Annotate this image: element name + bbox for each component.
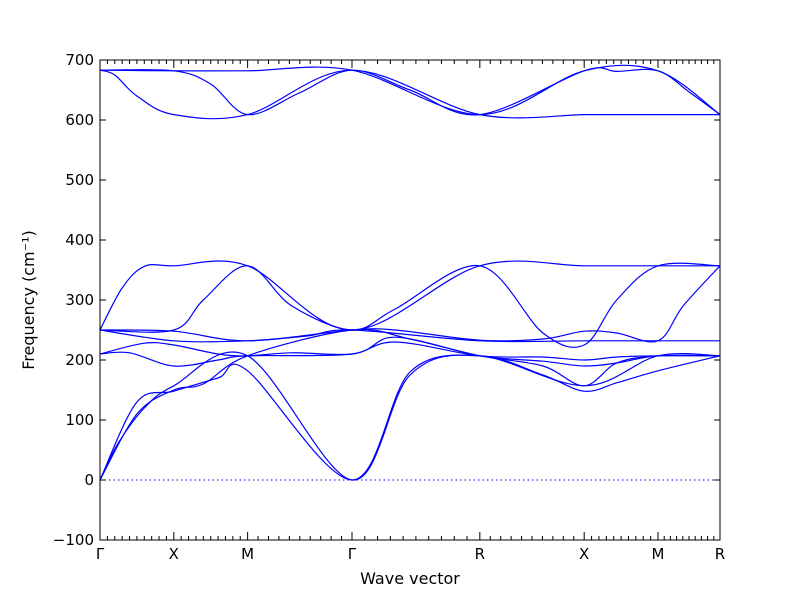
x-tick-label: M (652, 545, 665, 563)
y-tick-label: 100 (65, 411, 94, 429)
x-tick-label: Γ (96, 545, 105, 563)
band-series-7 (99, 329, 720, 343)
x-tick-label: X (169, 545, 179, 563)
y-tick-label: −100 (53, 531, 94, 549)
y-tick-label: 400 (65, 231, 94, 249)
y-tick-label: 700 (65, 51, 94, 69)
band-series-11 (99, 354, 721, 481)
band-lines (99, 64, 721, 481)
band-series-10 (99, 328, 721, 481)
band-series-6 (99, 265, 721, 343)
band-series-12 (99, 351, 721, 481)
band-series-4 (99, 260, 720, 331)
x-tick-label: M (241, 545, 254, 563)
band-series-9 (99, 341, 721, 361)
band-series-3 (99, 67, 721, 116)
y-tick-label: 500 (65, 171, 94, 189)
x-tick-label: X (579, 545, 589, 563)
y-axis: −100 0 100 200 300 400 500 600 700 (53, 51, 720, 549)
x-tick-label: R (475, 545, 485, 563)
x-tick-label: Γ (348, 545, 357, 563)
y-tick-label: 600 (65, 111, 94, 129)
band-series-1 (99, 64, 721, 116)
x-axis-label: Wave vector (360, 569, 460, 588)
band-series-5 (99, 262, 721, 348)
band-series-2 (99, 69, 720, 120)
x-tick-label: R (715, 545, 725, 563)
y-axis-label: Frequency (cm⁻¹) (19, 230, 38, 369)
y-tick-label: 300 (65, 291, 94, 309)
y-tick-label: 200 (65, 351, 94, 369)
y-tick-label: 0 (84, 471, 94, 489)
